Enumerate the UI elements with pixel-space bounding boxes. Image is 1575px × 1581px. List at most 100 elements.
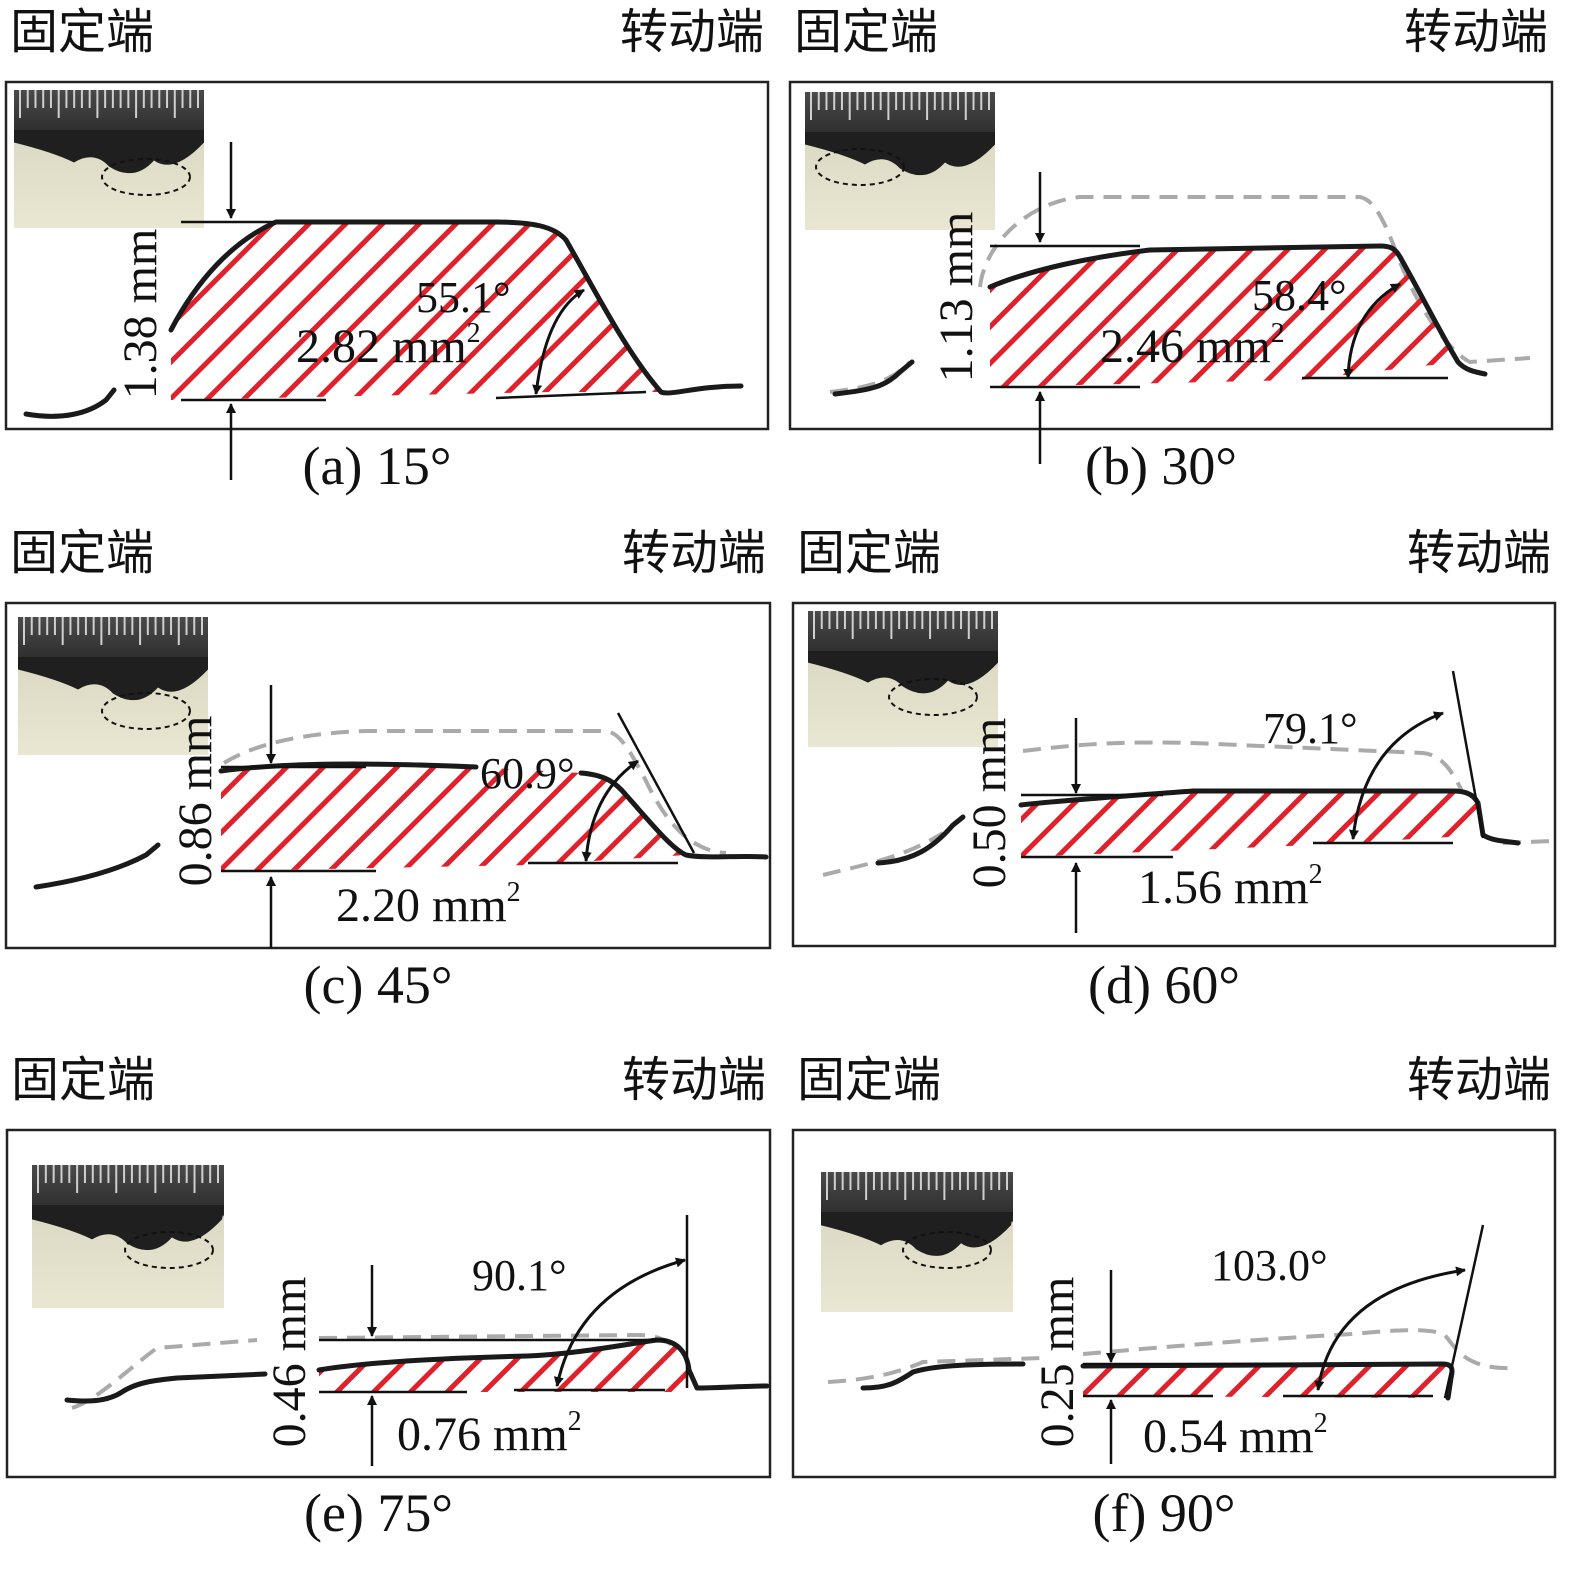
height-value-label: 1.38 mm [114, 229, 167, 400]
angle-value-label: 58.4° [1252, 271, 1347, 320]
highlight-ellipse [815, 148, 905, 186]
panel-d: 固定端 转动端 0.50 mm 79.1° 1.56 mm2 (d) 60° [791, 525, 1557, 1015]
micrograph-inset [14, 90, 204, 228]
wear-area-hatch [221, 764, 686, 871]
angle-arc-arrow [1348, 711, 1444, 840]
angle-arc-arrow [1314, 1266, 1466, 1391]
area-exponent: 2 [507, 877, 521, 908]
height-value-label: 0.25 mm [1031, 1277, 1084, 1448]
ruler-scale [37, 1165, 219, 1193]
wear-edge-silhouette [808, 651, 998, 694]
fixed-end-label: 固定端 [797, 1052, 941, 1108]
panel-b: 固定端 转动端 1.13 mm 58.4°2.46 mm2 (b) 30° [788, 4, 1554, 496]
angle-base-line [495, 390, 647, 400]
reference-profile [222, 729, 727, 855]
rotating-end-label: 转动端 [1404, 4, 1548, 60]
panel-caption: (a) 15° [302, 436, 451, 496]
panel-f: 固定端 转动端 0.25 mm 103.0° 0.54 mm2 (f) 90° [791, 1052, 1557, 1543]
area-number: 0.54 mm [1143, 1410, 1314, 1463]
area-number: 1.56 mm [1138, 861, 1309, 914]
height-value-label: 0.50 mm [963, 718, 1016, 889]
angle-value-label: 55.1° [416, 273, 511, 322]
rotating-end-label: 转动端 [1407, 1052, 1551, 1108]
micrograph-inset [18, 617, 208, 755]
profile-main [987, 243, 1488, 377]
area-value-label: 0.54 mm2 [1143, 1408, 1328, 1463]
fixed-end-label: 固定端 [11, 1052, 155, 1108]
wear-edge-silhouette [32, 1205, 224, 1251]
wear-edge-silhouette [821, 1212, 1013, 1256]
area-value-label: 2.20 mm2 [336, 877, 521, 932]
angle-value-label: 90.1° [472, 1251, 567, 1300]
highlight-ellipse [888, 678, 978, 716]
highlight-ellipse [124, 1231, 214, 1269]
panel-caption: (c) 45° [303, 955, 452, 1015]
fixed-end-label: 固定端 [10, 525, 154, 581]
ruler-scale [19, 90, 199, 118]
height-value-label: 0.46 mm [263, 1277, 316, 1448]
profile-left [832, 359, 915, 397]
rotating-end-label: 转动端 [622, 1052, 766, 1108]
wear-edge-silhouette [18, 657, 208, 701]
fixed-end-label: 固定端 [797, 525, 941, 581]
wear-area-hatch [990, 246, 1458, 387]
angle-side-line [616, 712, 696, 854]
wear-edge-silhouette [805, 132, 995, 176]
ruler-scale [813, 611, 993, 639]
height-value-label: 0.86 mm [169, 716, 222, 887]
area-number: 2.46 mm [1100, 320, 1271, 373]
area-value-label: 1.56 mm2 [1138, 859, 1323, 914]
angle-value-label: 60.9° [480, 749, 575, 798]
rotating-end-label: 转动端 [620, 4, 764, 60]
micrograph-inset [821, 1172, 1013, 1312]
height-value-label: 1.13 mm [930, 212, 983, 383]
profile-main [1018, 788, 1521, 846]
ruler-scale [810, 92, 990, 120]
angle-arc-arrow [1343, 282, 1401, 379]
panel-caption: (b) 30° [1085, 436, 1237, 496]
wear-area-hatch [1083, 1364, 1453, 1398]
area-exponent: 2 [1314, 1408, 1328, 1439]
wear-edge-silhouette [14, 130, 204, 174]
area-exponent: 2 [568, 1406, 582, 1437]
profile-left [860, 1361, 1026, 1391]
angle-side-line [1451, 670, 1485, 839]
profile-left [64, 1371, 268, 1404]
area-value-label: 0.76 mm2 [397, 1406, 582, 1461]
micrograph-inset [808, 611, 998, 747]
reference-profile [829, 195, 1531, 394]
angle-value-label: 103.0° [1211, 1241, 1328, 1290]
area-value-label: 2.82 mm2 [296, 318, 481, 373]
angle-value-label: 79.1° [1263, 704, 1358, 753]
fixed-end-label: 固定端 [794, 4, 938, 60]
rotating-end-label: 转动端 [1407, 525, 1551, 581]
panel-caption: (f) 90° [1092, 1483, 1235, 1543]
profile-left [23, 387, 117, 419]
panel-caption: (e) 75° [304, 1483, 453, 1543]
ruler-scale [826, 1172, 1008, 1200]
micrograph-inset [805, 92, 995, 230]
panel-c: 固定端 转动端 0.86 mm 60.9° 2.20 mm2 (c) 45° [4, 525, 772, 1015]
area-exponent: 2 [1309, 859, 1323, 890]
profile-main [168, 219, 744, 396]
rotating-end-label: 转动端 [622, 525, 766, 581]
area-number: 2.20 mm [336, 879, 507, 932]
area-exponent: 2 [467, 318, 481, 349]
highlight-ellipse [101, 692, 191, 730]
highlight-ellipse [101, 158, 191, 196]
area-exponent: 2 [1271, 318, 1285, 349]
fixed-end-label: 固定端 [10, 4, 154, 60]
area-value-label: 2.46 mm2 [1100, 318, 1285, 373]
profile-left [33, 842, 161, 890]
micrograph-inset [32, 1165, 224, 1308]
profile-left [875, 814, 966, 866]
area-number: 0.76 mm [397, 1408, 568, 1461]
panel-caption: (d) 60° [1088, 955, 1240, 1015]
angle-arc-arrow [532, 288, 585, 395]
angle-arc-arrow [581, 759, 639, 862]
ruler-scale [23, 617, 203, 645]
panel-a: 固定端 转动端 1.38 mm 55.1°2.82 mm2 (a) 15° [4, 4, 770, 496]
area-number: 2.82 mm [296, 320, 467, 373]
panel-e: 固定端 转动端 0.46 mm 90.1° 0.76 mm2 (e) 75° [5, 1052, 772, 1543]
